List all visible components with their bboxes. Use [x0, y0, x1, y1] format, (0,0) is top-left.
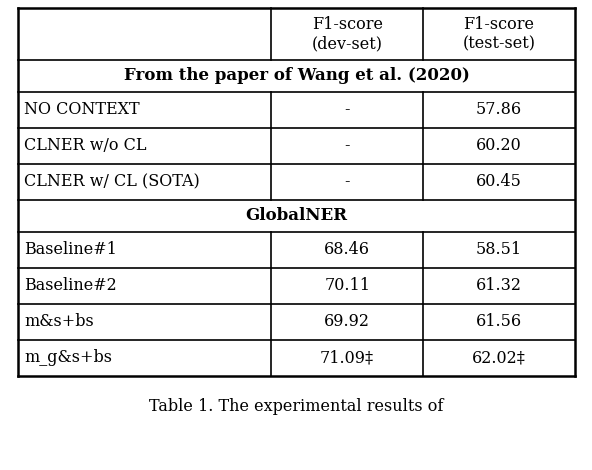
Text: 58.51: 58.51 — [476, 242, 522, 258]
Text: 61.32: 61.32 — [476, 277, 522, 295]
Text: 62.02‡: 62.02‡ — [472, 350, 526, 367]
Text: Baseline#1: Baseline#1 — [24, 242, 117, 258]
Text: Baseline#2: Baseline#2 — [24, 277, 117, 295]
Text: -: - — [345, 138, 350, 155]
Text: CLNER w/ CL (SOTA): CLNER w/ CL (SOTA) — [24, 173, 200, 190]
Text: F1-score
(dev-set): F1-score (dev-set) — [311, 16, 382, 52]
Text: Table 1. The experimental results of: Table 1. The experimental results of — [149, 398, 443, 415]
Text: GlobalNER: GlobalNER — [246, 207, 348, 225]
Text: CLNER w/o CL: CLNER w/o CL — [24, 138, 146, 155]
Text: -: - — [345, 102, 350, 118]
Text: From the paper of Wang et al. (2020): From the paper of Wang et al. (2020) — [124, 68, 469, 85]
Text: 61.56: 61.56 — [476, 313, 522, 330]
Text: 69.92: 69.92 — [324, 313, 370, 330]
Text: NO CONTEXT: NO CONTEXT — [24, 102, 140, 118]
Text: m_g&s+bs: m_g&s+bs — [24, 350, 112, 367]
Text: 60.45: 60.45 — [476, 173, 522, 190]
Text: 70.11: 70.11 — [324, 277, 370, 295]
Text: m&s+bs: m&s+bs — [24, 313, 94, 330]
Text: 68.46: 68.46 — [324, 242, 370, 258]
Text: -: - — [345, 173, 350, 190]
Text: 57.86: 57.86 — [476, 102, 522, 118]
Text: F1-score
(test-set): F1-score (test-set) — [462, 16, 536, 52]
Text: 60.20: 60.20 — [476, 138, 522, 155]
Text: 71.09‡: 71.09‡ — [320, 350, 374, 367]
